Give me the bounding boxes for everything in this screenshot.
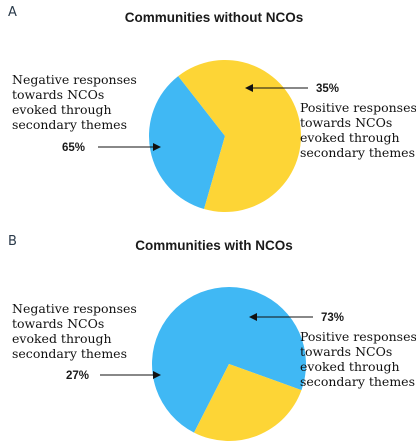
pie-slice-negative-b: [194, 364, 302, 442]
chart-title-b: Communities with NCOs: [135, 238, 293, 253]
pie-b: [151, 287, 306, 442]
slice-label-positive-b: Positive responses towards NCOs evoked t…: [300, 329, 416, 389]
slice-label-negative-a: Negative responses towards NCOs evoked t…: [12, 72, 141, 132]
slice-label-positive-a: Positive responses towards NCOs evoked t…: [300, 100, 416, 160]
chart-title-a: Communities without NCOs: [125, 10, 304, 25]
pie-slice-positive-a: [148, 76, 225, 210]
chart-panel-a: A Communities without NCOs Negative resp…: [8, 5, 416, 213]
panel-letter-b: B: [8, 234, 17, 249]
value-label-negative-a: 65%: [62, 142, 85, 154]
pie-slice-positive-b: [151, 287, 306, 433]
chart-panel-b: B Communities with NCOs Negative respons…: [8, 234, 416, 442]
value-label-negative-b: 27%: [66, 370, 89, 382]
value-label-positive-b: 73%: [321, 312, 344, 324]
pie-a: [148, 60, 301, 213]
slice-label-negative-b: Negative responses towards NCOs evoked t…: [12, 301, 141, 361]
pie-slice-negative-a: [178, 60, 301, 213]
value-label-positive-a: 35%: [316, 83, 339, 95]
panel-letter-a: A: [8, 5, 17, 20]
